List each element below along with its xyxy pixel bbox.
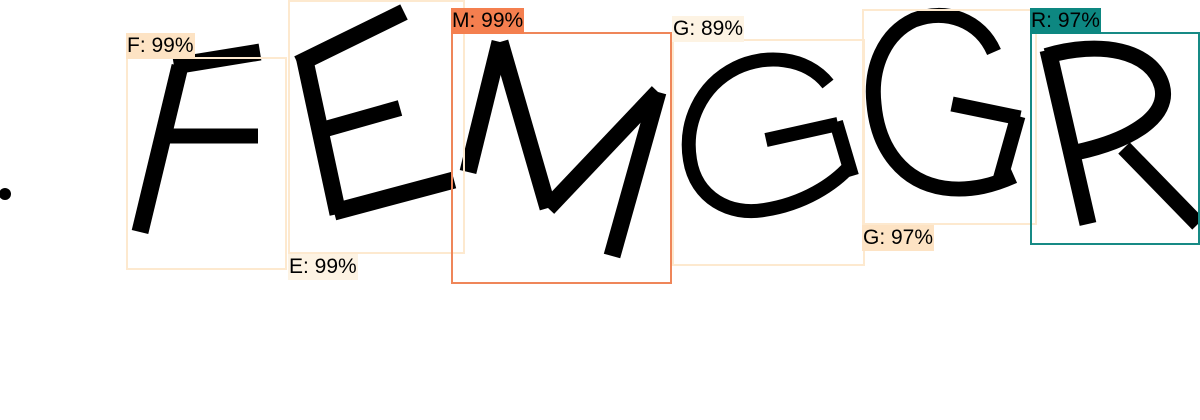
detection-label-e: E: 99% <box>288 254 358 280</box>
detection-box-r <box>1030 32 1200 245</box>
glyph-f <box>131 43 262 234</box>
detection-box-f <box>126 57 287 270</box>
detection-box-g1 <box>672 39 865 266</box>
detection-box-e <box>288 0 465 254</box>
glyph-r <box>1039 40 1200 230</box>
glyph-g2 <box>865 7 1026 197</box>
glyph-e <box>294 4 457 221</box>
detection-box-m <box>451 32 672 284</box>
detection-label-g2: G: 97% <box>862 225 935 251</box>
noise-dot <box>0 188 11 200</box>
detection-label-r: R: 97% <box>1030 8 1101 34</box>
glyph-g1 <box>681 52 859 219</box>
detection-label-g1: G: 89% <box>672 16 745 42</box>
glyph-m <box>459 39 667 259</box>
detection-box-g2 <box>862 9 1037 225</box>
detection-label-m: M: 99% <box>451 8 525 34</box>
detection-label-f: F: 99% <box>126 33 195 59</box>
